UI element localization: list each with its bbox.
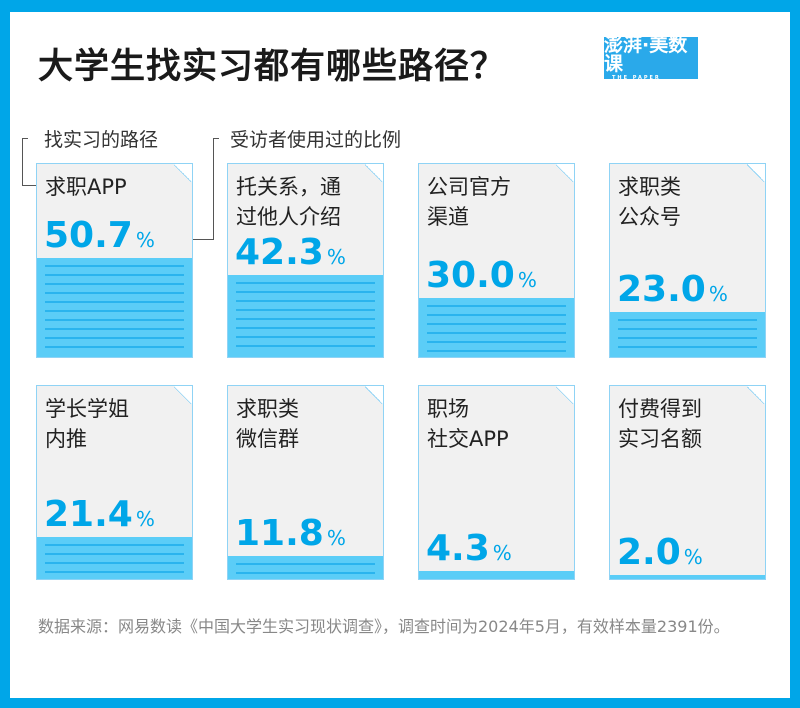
value-label: 50.7% xyxy=(44,215,155,256)
value-label: 4.3% xyxy=(426,528,512,569)
logo: 澎湃·美数课 THE PAPER xyxy=(604,33,698,81)
logo-subtext: THE PAPER xyxy=(612,74,661,81)
path-label: 付费得到 实习名额 xyxy=(618,397,702,451)
path-card: 求职类 公众号 23.0% xyxy=(609,163,766,358)
path-label: 求职APP xyxy=(45,175,127,199)
logo-text: 澎湃·美数课 xyxy=(604,33,688,75)
path-card: 公司官方 渠道 30.0% xyxy=(418,163,575,358)
value-fill-lines xyxy=(610,312,765,357)
page-fold-icon xyxy=(365,386,383,404)
value-number: 21.4 xyxy=(44,494,133,535)
path-label: 求职类 微信群 xyxy=(236,397,299,451)
value-fill-lines xyxy=(419,298,574,357)
legend-line xyxy=(213,138,219,139)
value-fill-lines xyxy=(37,258,192,357)
page-title: 大学生找实习都有哪些路径？ xyxy=(38,47,507,87)
source-note: 数据来源：网易数读《中国大学生实习现状调查》，调查时间为2024年5月，有效样本… xyxy=(38,617,730,636)
value-label: 42.3% xyxy=(235,232,346,273)
value-unit: % xyxy=(135,228,155,252)
value-number: 11.8 xyxy=(235,513,324,554)
value-fill-lines xyxy=(419,569,574,579)
value-label: 2.0% xyxy=(617,532,703,573)
page-fold-icon xyxy=(174,164,192,182)
path-label: 学长学姐 内推 xyxy=(45,397,129,451)
path-label: 职场 社交APP xyxy=(427,397,509,451)
value-label: 21.4% xyxy=(44,494,155,535)
page-fold-icon xyxy=(556,164,574,182)
value-unit: % xyxy=(492,541,512,565)
page-fold-icon xyxy=(747,386,765,404)
path-card: 学长学姐 内推 21.4% xyxy=(36,385,193,580)
value-number: 50.7 xyxy=(44,215,133,256)
path-card: 职场 社交APP 4.3% xyxy=(418,385,575,580)
value-fill xyxy=(419,571,574,579)
path-label: 求职类 公众号 xyxy=(618,175,681,229)
value-unit: % xyxy=(517,268,537,292)
value-number: 23.0 xyxy=(617,269,706,310)
path-card: 求职APP 50.7% xyxy=(36,163,193,358)
value-number: 42.3 xyxy=(235,232,324,273)
value-unit: % xyxy=(326,526,346,550)
value-label: 11.8% xyxy=(235,513,346,554)
page-fold-icon xyxy=(174,386,192,404)
legend-line xyxy=(22,138,23,186)
value-fill-lines xyxy=(228,556,383,579)
value-label: 23.0% xyxy=(617,269,728,310)
page-fold-icon xyxy=(747,164,765,182)
path-label: 公司官方 渠道 xyxy=(427,175,511,229)
value-unit: % xyxy=(326,245,346,269)
value-number: 4.3 xyxy=(426,528,490,569)
value-fill-lines xyxy=(37,537,192,579)
path-card: 求职类 微信群 11.8% xyxy=(227,385,384,580)
value-number: 30.0 xyxy=(426,255,515,296)
value-fill xyxy=(610,575,765,579)
legend-line xyxy=(22,138,28,139)
value-fill-lines xyxy=(228,275,383,357)
page-fold-icon xyxy=(556,386,574,404)
path-card: 付费得到 实习名额 2.0% xyxy=(609,385,766,580)
path-card: 托关系，通 过他人介绍 42.3% xyxy=(227,163,384,358)
value-unit: % xyxy=(135,507,155,531)
path-label: 托关系，通 过他人介绍 xyxy=(236,175,341,229)
legend-line xyxy=(213,138,214,240)
value-label: 30.0% xyxy=(426,255,537,296)
legend-path: 找实习的路径 xyxy=(44,129,159,151)
legend-line xyxy=(22,185,40,186)
page-fold-icon xyxy=(365,164,383,182)
legend-ratio: 受访者使用过的比例 xyxy=(230,129,402,151)
value-number: 2.0 xyxy=(617,532,681,573)
value-unit: % xyxy=(683,545,703,569)
value-unit: % xyxy=(708,282,728,306)
